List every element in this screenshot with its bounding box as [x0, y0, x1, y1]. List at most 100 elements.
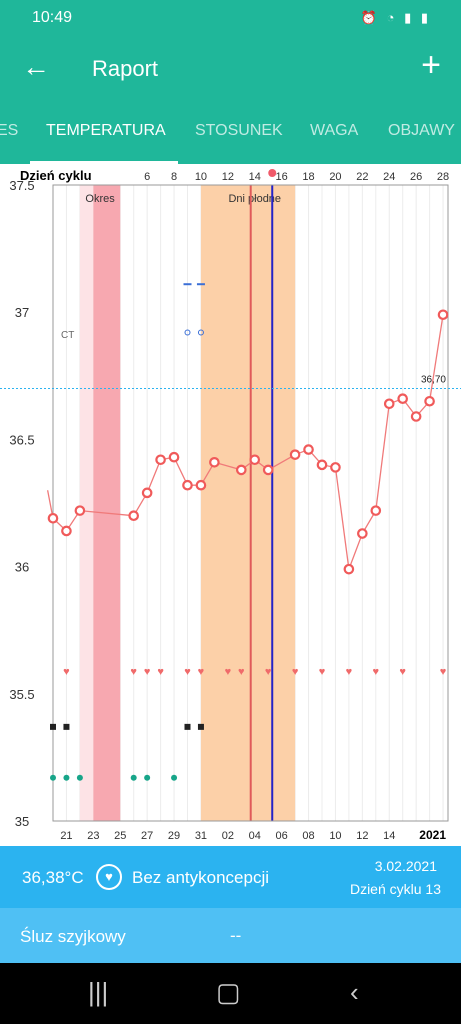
period-band-light	[79, 185, 94, 821]
tab-temperatura[interactable]: TEMPERATURA	[46, 122, 166, 139]
tab-objawy[interactable]: OBJAWY	[388, 122, 455, 139]
temperature-point	[128, 510, 139, 522]
temperature-chart[interactable]: Okres Dni płodne 36,70 37.5 37 36.5 36 35.5 35 Dz…	[0, 164, 461, 846]
marker-square	[197, 723, 204, 730]
cycle-day-header: Dzień cyklu	[20, 168, 92, 183]
marker-square	[184, 723, 191, 730]
date-tick: 14	[383, 830, 395, 842]
status-bar: 10:49 ⏰ ◔ ▮ ▮	[0, 0, 461, 36]
coverline-label: 36,70	[421, 375, 446, 386]
temperature-point	[182, 479, 193, 491]
tab-bar: ES TEMPERATURA STOSUNEK WAGA OBJAWY	[0, 102, 461, 164]
marker-square	[63, 723, 70, 730]
fertile-label: Dni płodne	[228, 193, 281, 205]
heart-icon: ♥	[157, 666, 164, 678]
mucus-value: --	[230, 926, 242, 945]
back-icon[interactable]: ‹	[350, 977, 359, 1007]
temperature-point	[168, 451, 180, 463]
temperature-point	[343, 563, 355, 575]
heart-icon: ♥	[292, 666, 299, 678]
period-band	[93, 185, 121, 821]
system-nav-bar: ||| ▢ ‹	[0, 963, 461, 1024]
temperature-point	[74, 505, 86, 516]
temperature-point	[209, 456, 220, 468]
temperature-point	[383, 398, 395, 410]
y-tick-label: 36	[15, 560, 29, 575]
temperature-point	[424, 395, 435, 407]
heart-icon: ♥	[399, 666, 406, 678]
y-tick-label: 35.5	[9, 687, 34, 702]
date-tick: 02	[222, 830, 234, 842]
y-tick-label: 35	[15, 814, 29, 829]
back-arrow-icon[interactable]: ←	[22, 51, 50, 82]
heart-icon: ♥	[130, 666, 137, 678]
marker-dot	[130, 774, 137, 781]
temperature-point	[437, 309, 449, 321]
tab-waga[interactable]: WAGA	[310, 122, 359, 139]
temperature-point	[330, 462, 341, 473]
marker-circle	[184, 329, 191, 336]
cycle-day-tick: 14	[249, 171, 261, 183]
temperature-point	[303, 444, 314, 455]
date-tick: 08	[302, 830, 314, 842]
heart-icon: ♥	[184, 666, 191, 678]
marker-dot	[63, 774, 70, 781]
mucus-bar[interactable]: Śluz szyjkowy --	[0, 908, 461, 963]
date-tick: 27	[141, 830, 153, 842]
temperature-point	[47, 512, 59, 524]
temperature-point	[141, 487, 153, 499]
y-tick-label: 36.5	[9, 432, 34, 447]
day-summary-bar[interactable]: 36,38°C ♥ Bez antykoncepcji 3.02.2021 Dz…	[0, 846, 461, 908]
home-icon[interactable]: ▢	[216, 977, 241, 1007]
signal-icon: ▮	[404, 10, 415, 25]
tab-stosunek[interactable]: STOSUNEK	[195, 122, 283, 139]
temperature-point	[236, 464, 247, 476]
date-tick: 04	[249, 830, 261, 842]
page-title: Raport	[92, 56, 159, 81]
clock: 10:49	[32, 9, 73, 26]
heart-icon: ♥	[440, 666, 447, 678]
marker-dot	[171, 774, 178, 781]
temperature-point	[370, 505, 382, 516]
cycle-day-tick: 26	[410, 171, 422, 183]
tab-indicator	[30, 161, 178, 164]
date-tick: 31	[195, 830, 207, 842]
heart-icon: ♥	[373, 666, 380, 678]
temperature-point	[397, 393, 408, 404]
temperature-point	[61, 525, 72, 537]
heart-icon: ♥	[225, 666, 232, 678]
cycle-day-tick: 10	[195, 171, 207, 183]
cycle-day-tick: 8	[171, 171, 177, 183]
contraception-status: Bez antykoncepcji	[132, 868, 270, 887]
cycle-day-tick: 24	[383, 171, 395, 183]
marker-square	[50, 723, 56, 730]
temperature-point	[410, 411, 422, 422]
chart-frame	[52, 184, 449, 822]
temperature-value: 36,38°C	[22, 868, 84, 887]
recent-apps-icon[interactable]: |||	[88, 977, 109, 1007]
app-bar: ← Raport +	[0, 36, 461, 102]
heart-icon: ♥	[319, 666, 326, 678]
selected-date: 3.02.2021	[374, 858, 437, 874]
ct-label: CT	[61, 330, 74, 341]
date-tick: 21	[60, 830, 72, 842]
cycle-day: Dzień cyklu 13	[349, 881, 441, 897]
temperature-point	[316, 459, 328, 471]
cycle-day-tick: 16	[276, 171, 288, 183]
date-tick: 10	[329, 830, 341, 842]
date-tick: 25	[114, 830, 126, 842]
status-icons: ⏰ ◔ ▮ ▮	[361, 10, 431, 26]
cycle-day-tick: 12	[222, 171, 234, 183]
today-dot	[268, 169, 277, 177]
add-icon[interactable]: +	[421, 46, 441, 84]
y-tick-label: 37.5	[9, 178, 34, 193]
date-tick: 29	[168, 830, 180, 842]
fertile-band	[200, 185, 296, 821]
temperature-point	[249, 454, 261, 466]
tab-partial[interactable]: ES	[0, 122, 19, 139]
temperature-point	[155, 454, 166, 466]
marker-circle	[197, 329, 204, 336]
cycle-day-tick: 28	[437, 171, 449, 183]
date-tick: 12	[356, 830, 368, 842]
heart-icon: ♥	[96, 864, 122, 890]
